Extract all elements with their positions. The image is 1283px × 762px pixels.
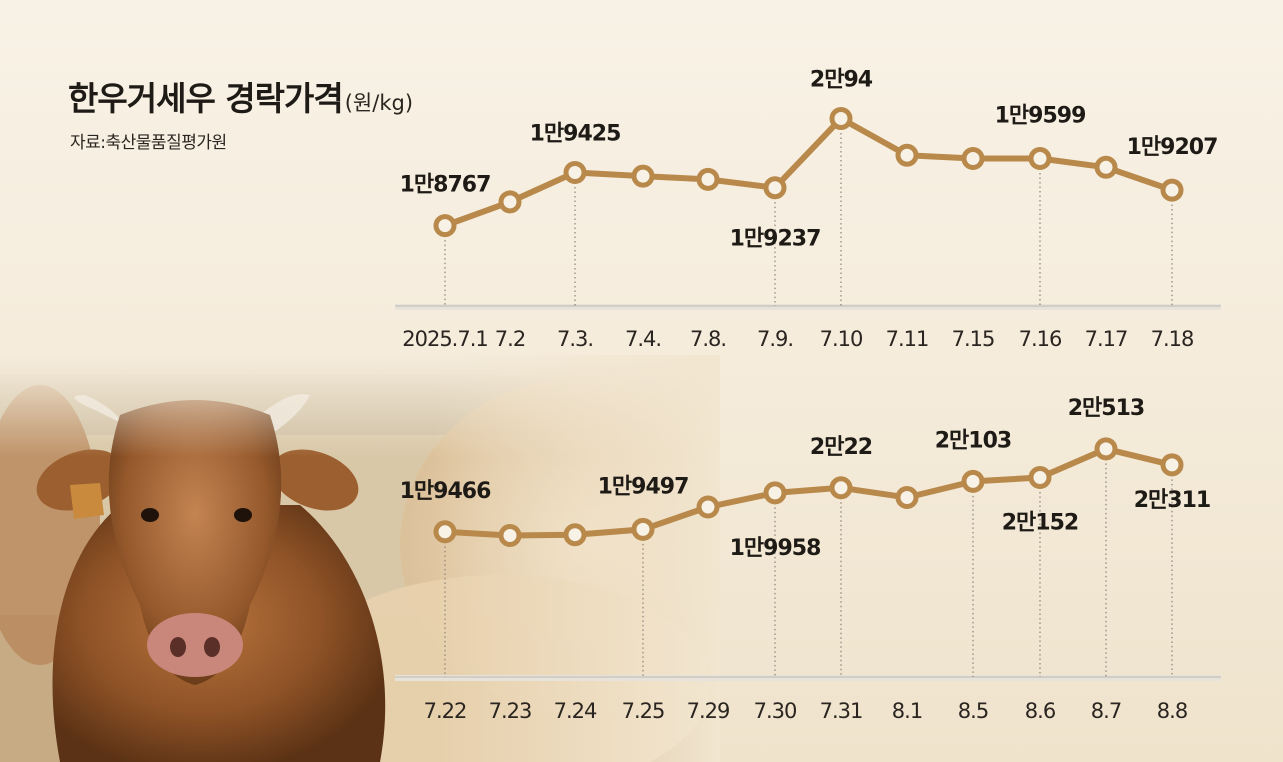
data-label: 2만311 xyxy=(1134,488,1210,513)
x-tick-label: 7.29 xyxy=(687,699,730,723)
data-point xyxy=(498,524,522,547)
x-tick-label: 8.8 xyxy=(1157,699,1187,723)
x-tick-label: 7.23 xyxy=(489,699,532,723)
data-label: 1만9425 xyxy=(530,122,621,147)
data-point xyxy=(961,147,985,170)
data-label: 2만152 xyxy=(1002,511,1078,536)
title-text: 한우거세우 경락가격 xyxy=(68,79,344,118)
x-tick-label: 7.10 xyxy=(820,327,863,351)
data-point xyxy=(1028,147,1052,170)
chart-title: 한우거세우 경락가격(원/kg) xyxy=(68,72,413,120)
x-tick-label: 8.6 xyxy=(1025,699,1056,723)
data-point xyxy=(1160,178,1184,202)
data-label: 1만9599 xyxy=(995,104,1086,129)
data-point xyxy=(563,523,587,547)
x-tick-label: 7.22 xyxy=(424,699,467,723)
x-tick-label: 7.31 xyxy=(820,699,863,723)
data-point xyxy=(961,469,985,493)
data-label: 1만9466 xyxy=(400,479,491,504)
data-label: 2만22 xyxy=(810,435,872,460)
unit-text: (원/kg) xyxy=(344,91,414,115)
x-tick-label: 7.15 xyxy=(952,327,995,351)
x-tick-label: 8.7 xyxy=(1091,699,1121,723)
source-note: 자료:축산물품질평가원 xyxy=(70,133,227,153)
x-tick-label: 7.8. xyxy=(690,327,726,351)
data-point xyxy=(631,164,655,188)
data-label: 1만9497 xyxy=(598,474,689,499)
cattle-photo xyxy=(0,355,720,762)
data-point xyxy=(895,486,919,509)
x-tick-label: 7.2 xyxy=(495,327,525,351)
data-label: 1만9958 xyxy=(730,536,821,561)
data-label: 2만513 xyxy=(1068,396,1144,421)
x-tick-label: 7.9. xyxy=(757,327,793,351)
data-point xyxy=(433,214,457,238)
x-tick-label: 7.3. xyxy=(557,327,593,351)
data-point xyxy=(631,517,655,541)
data-point xyxy=(1028,466,1052,489)
data-point xyxy=(498,190,522,214)
data-point xyxy=(433,520,457,544)
data-point xyxy=(563,161,587,184)
data-point xyxy=(1094,155,1118,179)
data-point xyxy=(763,481,787,505)
data-point xyxy=(895,143,919,167)
data-label: 1만9207 xyxy=(1127,135,1218,160)
x-tick-label: 7.4. xyxy=(625,327,661,351)
data-label: 2만94 xyxy=(810,68,873,93)
data-point xyxy=(1160,453,1184,477)
x-tick-label: 7.17 xyxy=(1085,327,1128,351)
data-point xyxy=(1094,437,1118,461)
data-point xyxy=(696,495,720,519)
x-tick-label: 8.5 xyxy=(958,699,988,723)
data-label: 2만103 xyxy=(935,428,1011,453)
data-label: 1만9237 xyxy=(730,227,821,252)
x-tick-label: 8.1 xyxy=(892,699,922,723)
x-tick-label: 7.11 xyxy=(886,327,929,351)
data-point xyxy=(829,107,853,130)
x-tick-label: 7.24 xyxy=(554,699,597,723)
x-tick-label: 7.16 xyxy=(1019,327,1062,351)
data-point xyxy=(696,167,720,191)
x-tick-label: 7.18 xyxy=(1151,327,1194,351)
data-label: 1만8767 xyxy=(400,173,491,198)
data-point xyxy=(763,176,787,200)
data-point xyxy=(829,476,853,500)
x-tick-label: 7.30 xyxy=(754,699,797,723)
x-tick-label: 2025.7.1 xyxy=(402,327,488,351)
x-tick-label: 7.25 xyxy=(622,699,665,723)
